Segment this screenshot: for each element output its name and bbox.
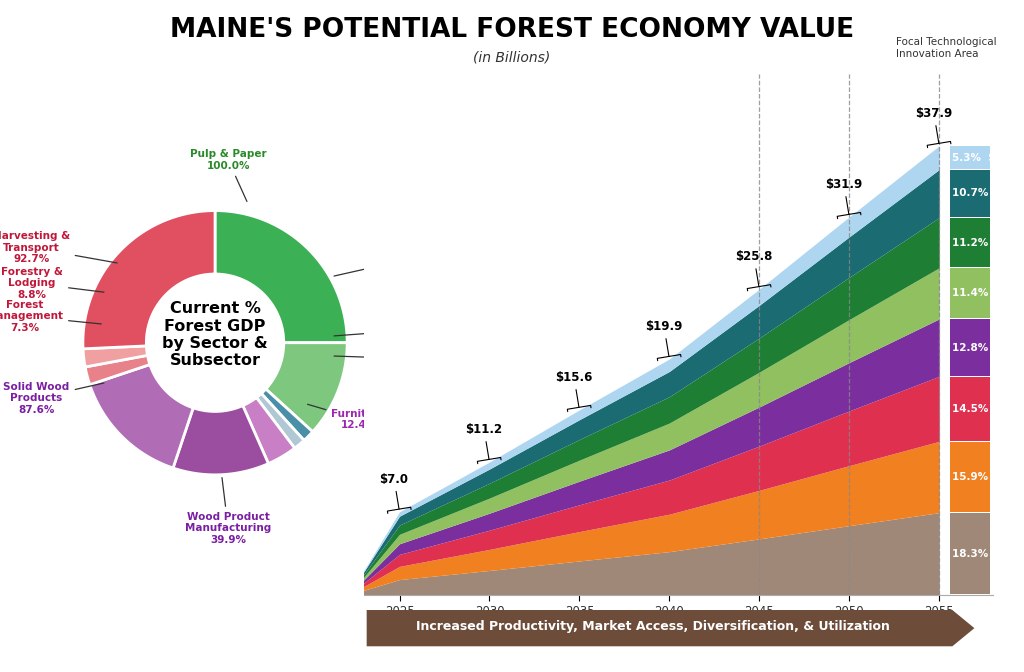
FancyBboxPatch shape bbox=[950, 377, 989, 441]
Text: Harvesting &
Transport
92.7%: Harvesting & Transport 92.7% bbox=[0, 231, 117, 264]
Text: $7.0: $7.0 bbox=[380, 473, 411, 513]
Text: Pulp & Paper
100.0%: Pulp & Paper 100.0% bbox=[189, 149, 266, 202]
Text: (in Billions): (in Billions) bbox=[473, 50, 551, 65]
Text: $37.9: $37.9 bbox=[915, 107, 952, 148]
Text: 15.9%  Emerging Products: 15.9% Emerging Products bbox=[952, 472, 1024, 482]
Text: 12.8%  Water Quality: 12.8% Water Quality bbox=[952, 343, 1024, 353]
FancyBboxPatch shape bbox=[950, 513, 989, 594]
Text: Other
Private
100.0%: Other Private 100.0% bbox=[334, 342, 430, 375]
Polygon shape bbox=[83, 210, 215, 349]
Text: Paper
Manufacturing
48.3%: Paper Manufacturing 48.3% bbox=[334, 240, 463, 276]
FancyBboxPatch shape bbox=[950, 146, 989, 169]
Text: Furniture
12.4%: Furniture 12.4% bbox=[307, 405, 386, 430]
Polygon shape bbox=[261, 389, 312, 440]
Text: Forestry &
Lodging
8.8%: Forestry & Lodging 8.8% bbox=[1, 267, 104, 300]
Circle shape bbox=[146, 274, 284, 411]
Text: 5.3%  Standard Sector Practices: 5.3% Standard Sector Practices bbox=[952, 153, 1024, 163]
Text: 18.3%  Biodiversity Offsets: 18.3% Biodiversity Offsets bbox=[952, 548, 1024, 558]
Text: Current %
Forest GDP
by Sector &
Subsector: Current % Forest GDP by Sector & Subsect… bbox=[162, 301, 268, 368]
Text: $11.2: $11.2 bbox=[466, 423, 503, 464]
Text: Power
Generation
3.1%: Power Generation 3.1% bbox=[334, 313, 453, 346]
Polygon shape bbox=[256, 394, 304, 448]
Polygon shape bbox=[266, 343, 347, 431]
FancyArrow shape bbox=[367, 610, 975, 646]
Text: $25.8: $25.8 bbox=[735, 250, 773, 291]
FancyBboxPatch shape bbox=[950, 442, 989, 512]
FancyBboxPatch shape bbox=[950, 218, 989, 267]
Text: Solid Wood
Products
87.6%: Solid Wood Products 87.6% bbox=[3, 382, 104, 415]
Text: 10.7%  Other Ecosystem Services: 10.7% Other Ecosystem Services bbox=[952, 188, 1024, 198]
Text: Forest
Management
7.3%: Forest Management 7.3% bbox=[0, 300, 101, 333]
Text: $15.6: $15.6 bbox=[555, 371, 593, 411]
Text: MAINE'S POTENTIAL FOREST ECONOMY VALUE: MAINE'S POTENTIAL FOREST ECONOMY VALUE bbox=[170, 17, 854, 43]
Polygon shape bbox=[90, 364, 194, 468]
Polygon shape bbox=[85, 355, 150, 384]
FancyBboxPatch shape bbox=[950, 268, 989, 319]
FancyBboxPatch shape bbox=[950, 319, 989, 376]
Text: Increased Productivity, Market Access, Diversification, & Utilization: Increased Productivity, Market Access, D… bbox=[417, 620, 890, 633]
Text: 11.4%  Forest Carbon: 11.4% Forest Carbon bbox=[952, 288, 1024, 298]
FancyBboxPatch shape bbox=[950, 170, 989, 217]
Text: Wood Product
Manufacturing
39.9%: Wood Product Manufacturing 39.9% bbox=[185, 478, 271, 545]
Polygon shape bbox=[243, 398, 295, 464]
Polygon shape bbox=[173, 406, 268, 475]
Text: Focal Technological
Innovation Area: Focal Technological Innovation Area bbox=[896, 37, 996, 58]
Text: $31.9: $31.9 bbox=[825, 178, 862, 218]
Text: 11.2%  Optimized Forest Management: 11.2% Optimized Forest Management bbox=[952, 238, 1024, 247]
Polygon shape bbox=[215, 210, 347, 343]
Text: $19.9: $19.9 bbox=[645, 320, 683, 361]
Polygon shape bbox=[83, 346, 147, 367]
Text: 14.5%  Recreation & Ecotourism: 14.5% Recreation & Ecotourism bbox=[952, 404, 1024, 414]
